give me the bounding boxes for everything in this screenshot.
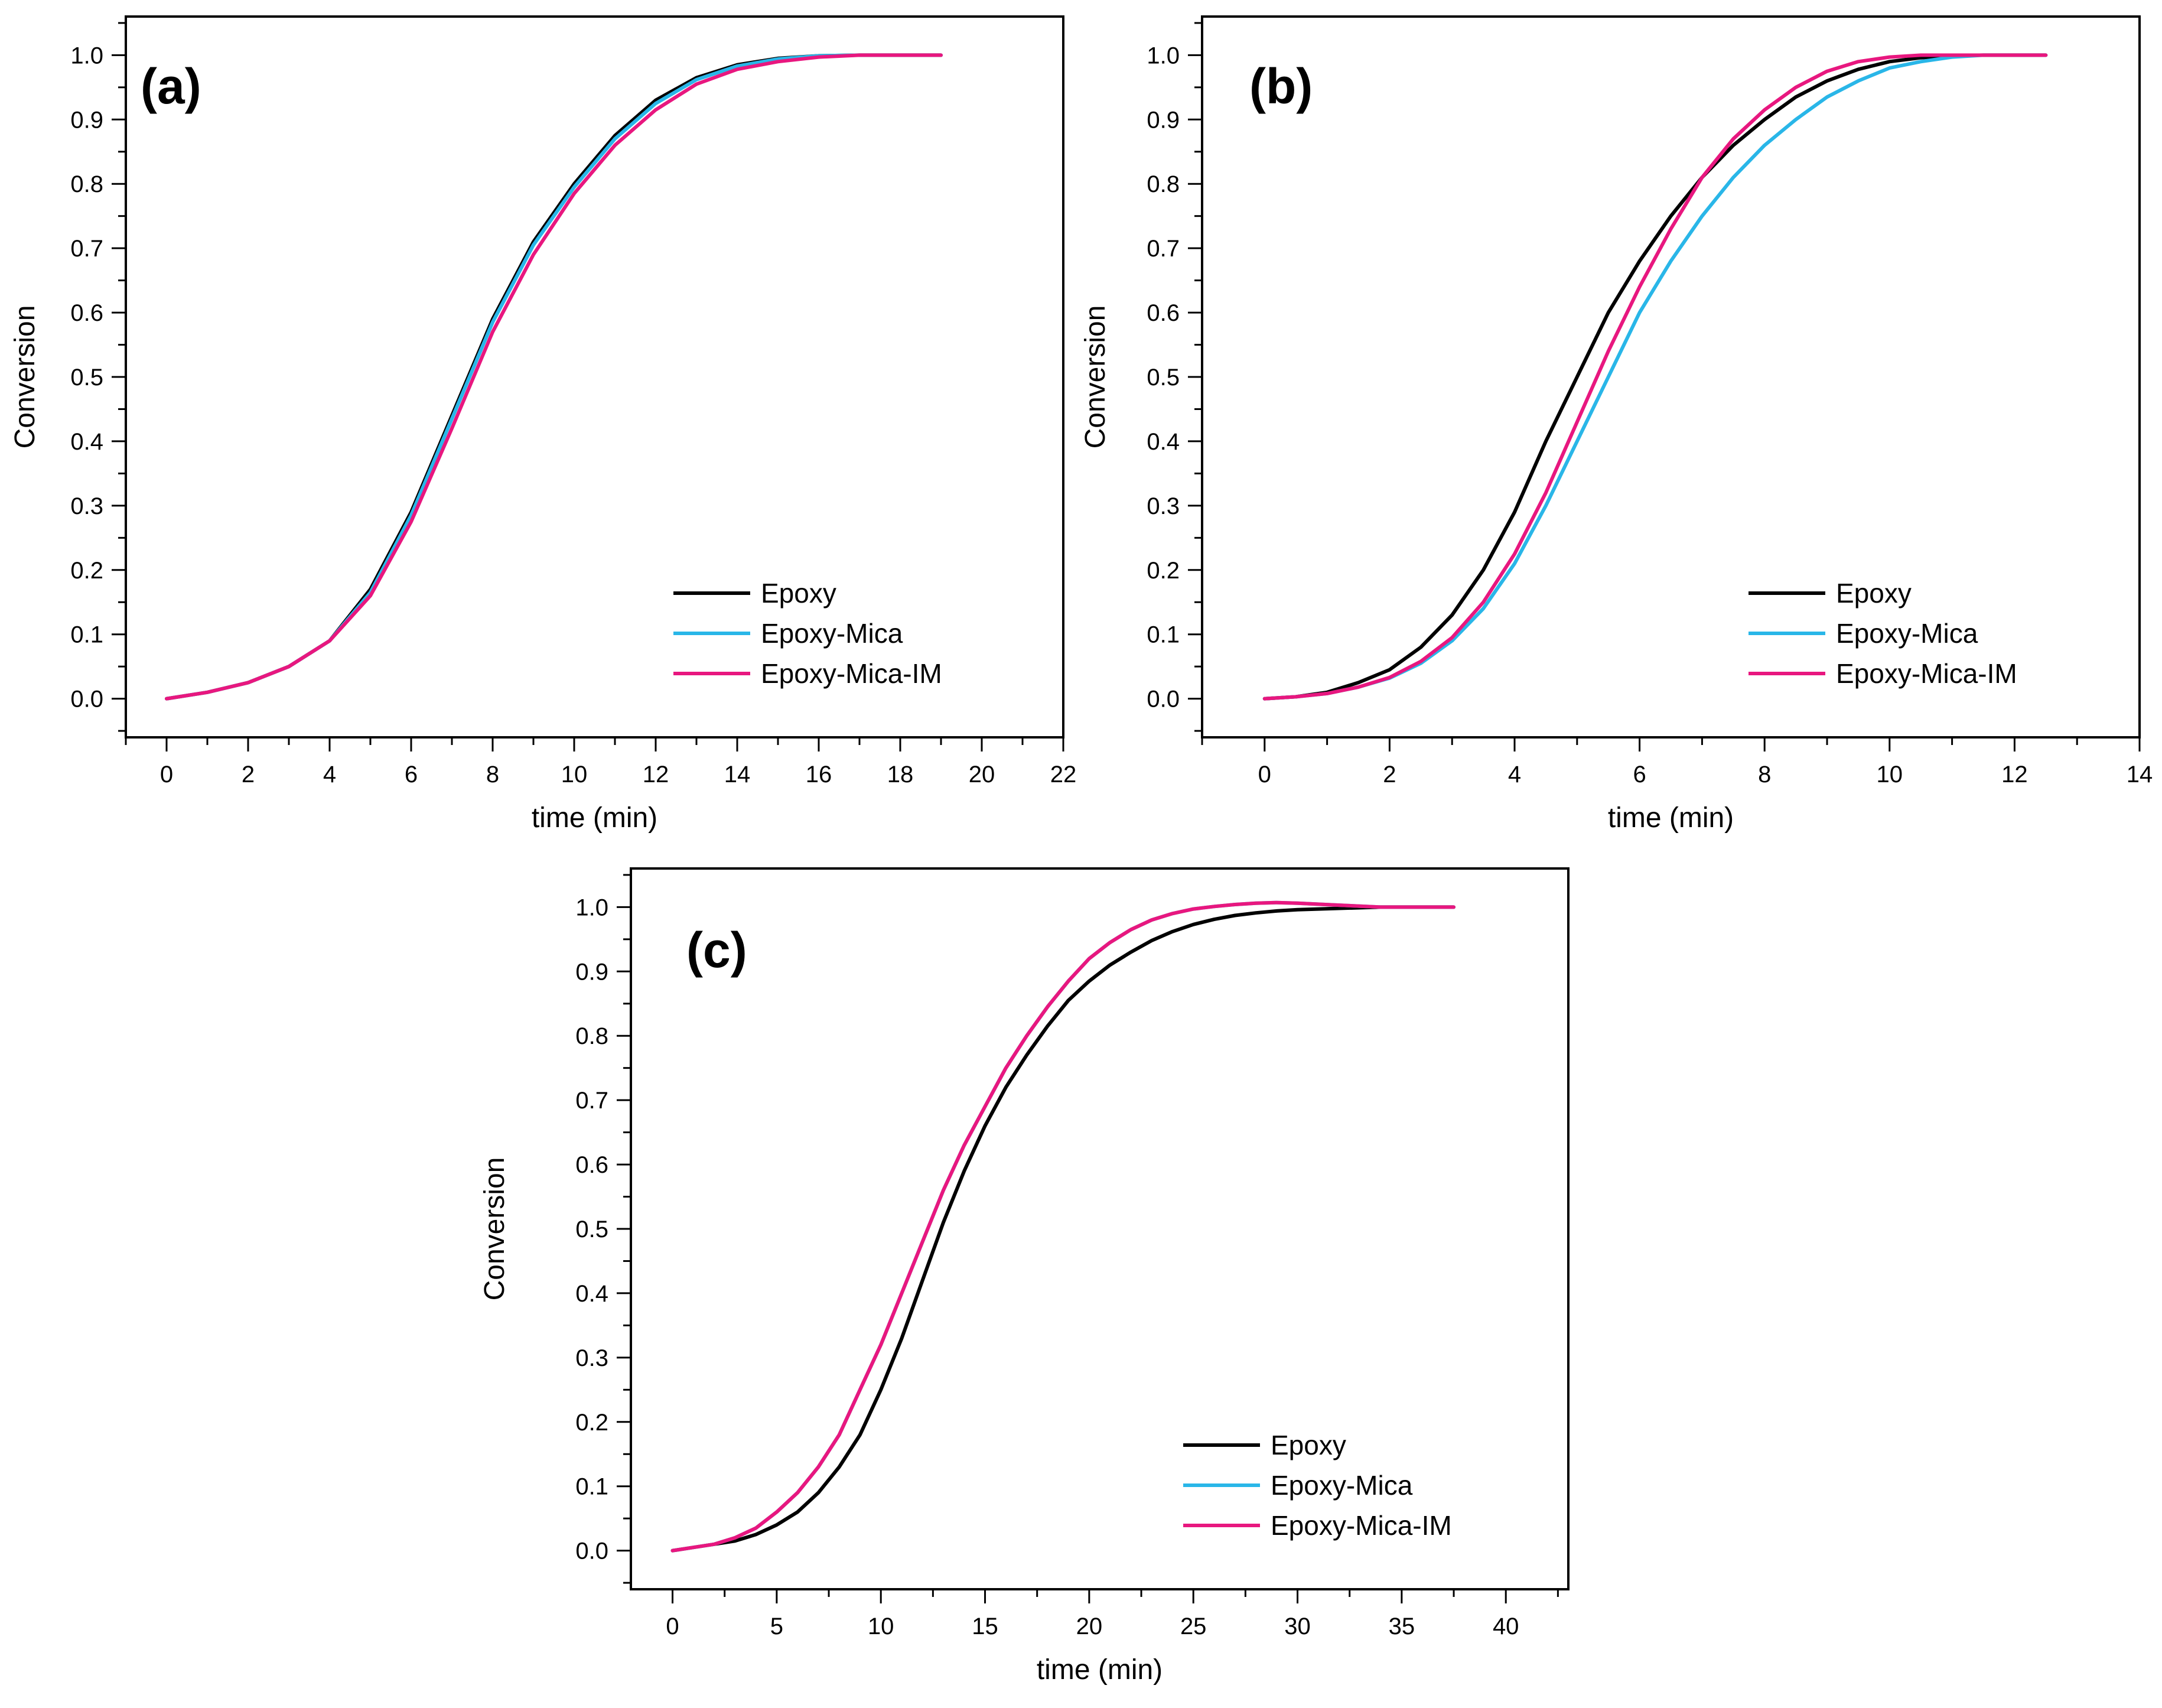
y-tick-label: 0.0 — [575, 1538, 608, 1564]
series-line-epoxy-mica-im — [1262, 53, 2048, 701]
y-tick-label: 0.4 — [1147, 429, 1180, 455]
series-line-epoxy-mica — [1262, 53, 2048, 701]
y-tick-label: 0.9 — [1147, 107, 1180, 133]
y-axis-title: Conversion — [479, 1157, 510, 1301]
panel-label: (a) — [141, 58, 201, 114]
x-axis-title: time (min) — [1608, 802, 1734, 834]
plot-frame — [1201, 15, 2141, 738]
y-tick-label: 0.1 — [1147, 622, 1180, 648]
y-tick-label: 0.5 — [1147, 365, 1180, 391]
x-tick-label: 4 — [1508, 762, 1521, 788]
x-tick-label: 12 — [643, 762, 669, 788]
x-tick-label: 15 — [972, 1613, 998, 1639]
y-tick-label: 0.4 — [575, 1281, 608, 1307]
x-tick-label: 8 — [1758, 762, 1771, 788]
y-tick-label: 0.3 — [70, 493, 103, 519]
series-line-epoxy — [1262, 53, 2048, 701]
x-tick-label: 2 — [242, 762, 255, 788]
y-tick-label: 0.6 — [70, 300, 103, 326]
y-axis-title: Conversion — [1080, 305, 1111, 449]
chart-panel-b: 0 2 4 6 8 10 12 14 0.0 0.1 0.2 0.3 0.4 0.5 0.6 0.7 0.8 0.… — [1080, 15, 2153, 834]
y-tick-label: 0.7 — [575, 1088, 608, 1114]
x-axis-title: time (min) — [532, 802, 657, 834]
x-tick-label: 6 — [405, 762, 418, 788]
y-tick-label: 0.1 — [575, 1474, 608, 1500]
y-tick-label: 1.0 — [70, 43, 103, 69]
panel-label: (c) — [686, 922, 747, 978]
x-tick-label: 5 — [770, 1613, 783, 1639]
x-tick-label: 25 — [1180, 1613, 1207, 1639]
legend: Epoxy Epoxy-Mica Epoxy-Mica-IM — [673, 578, 942, 689]
legend-label: Epoxy — [1271, 1430, 1346, 1460]
panel-label: (b) — [1249, 58, 1313, 114]
x-tick-label: 10 — [561, 762, 588, 788]
y-tick-label: 0.2 — [1147, 558, 1180, 584]
y-tick-label: 0.5 — [70, 365, 103, 391]
x-tick-label: 0 — [1258, 762, 1271, 788]
y-tick-label: 0.7 — [1147, 236, 1180, 262]
y-tick-label: 0.3 — [1147, 493, 1180, 519]
y-tick-label: 0.9 — [70, 107, 103, 133]
y-tick-label: 0.2 — [575, 1410, 608, 1436]
chart-panel-a: 0 2 4 6 8 10 12 14 16 18 20 22 0.0 0.1 0.2 0.3 0.4 0.5 0.6… — [9, 15, 1077, 834]
y-tick-label: 0.7 — [70, 236, 103, 262]
x-tick-label: 4 — [323, 762, 336, 788]
legend-label: Epoxy — [1836, 578, 1912, 609]
chart-panel-c: 0 5 10 15 20 25 30 35 40 0.0 0.1 0.2 0.3 0.4 0.5 0.6 0.7… — [479, 867, 1570, 1686]
series-line-epoxy — [670, 905, 1456, 1553]
x-tick-label: 16 — [806, 762, 832, 788]
series-line-epoxy-mica-im — [165, 53, 943, 701]
y-tick-label: 0.8 — [575, 1023, 608, 1049]
x-tick-label: 20 — [969, 762, 995, 788]
y-tick-label: 0.3 — [575, 1345, 608, 1371]
y-tick-label: 1.0 — [1147, 43, 1180, 69]
legend-label: Epoxy — [761, 578, 836, 609]
y-tick-label: 0.6 — [1147, 300, 1180, 326]
x-tick-label: 40 — [1493, 1613, 1519, 1639]
y-tick-label: 0.8 — [1147, 171, 1180, 197]
legend-label: Epoxy-Mica — [1271, 1470, 1413, 1501]
y-tick-label: 0.8 — [70, 171, 103, 197]
x-tick-label: 0 — [666, 1613, 679, 1639]
x-tick-label: 35 — [1389, 1613, 1415, 1639]
y-tick-label: 0.0 — [1147, 687, 1180, 713]
x-tick-label: 2 — [1383, 762, 1396, 788]
x-tick-label: 14 — [724, 762, 751, 788]
y-tick-label: 0.6 — [575, 1152, 608, 1178]
y-tick-label: 0.5 — [575, 1216, 608, 1242]
x-tick-label: 30 — [1284, 1613, 1311, 1639]
y-tick-label: 1.0 — [575, 894, 608, 920]
x-tick-label: 22 — [1050, 762, 1077, 788]
x-tick-label: 6 — [1633, 762, 1646, 788]
y-tick-label: 0.0 — [70, 687, 103, 713]
x-axis-title: time (min) — [1037, 1654, 1163, 1686]
legend: Epoxy Epoxy-Mica Epoxy-Mica-IM — [1749, 578, 2017, 689]
x-tick-label: 12 — [2001, 762, 2028, 788]
legend-label: Epoxy-Mica — [761, 618, 903, 649]
y-tick-label: 0.9 — [575, 959, 608, 985]
plot-frame — [630, 867, 1570, 1590]
y-axis-title: Conversion — [9, 305, 41, 449]
x-tick-label: 20 — [1076, 1613, 1103, 1639]
legend-label: Epoxy-Mica — [1836, 618, 1978, 649]
y-tick-label: 0.4 — [70, 429, 103, 455]
legend: Epoxy Epoxy-Mica Epoxy-Mica-IM — [1183, 1430, 1452, 1541]
y-tick-label: 0.1 — [70, 622, 103, 648]
x-tick-label: 10 — [868, 1613, 894, 1639]
series-line-epoxy-mica-im — [670, 900, 1456, 1553]
x-tick-label: 0 — [160, 762, 173, 788]
legend-label: Epoxy-Mica-IM — [1271, 1510, 1452, 1541]
legend-label: Epoxy-Mica-IM — [1836, 658, 2017, 689]
x-tick-label: 8 — [486, 762, 499, 788]
x-tick-label: 18 — [887, 762, 914, 788]
y-tick-label: 0.2 — [70, 558, 103, 584]
x-tick-label: 10 — [1877, 762, 1903, 788]
plot-frame — [125, 15, 1064, 738]
legend-label: Epoxy-Mica-IM — [761, 658, 942, 689]
x-tick-label: 14 — [2127, 762, 2153, 788]
